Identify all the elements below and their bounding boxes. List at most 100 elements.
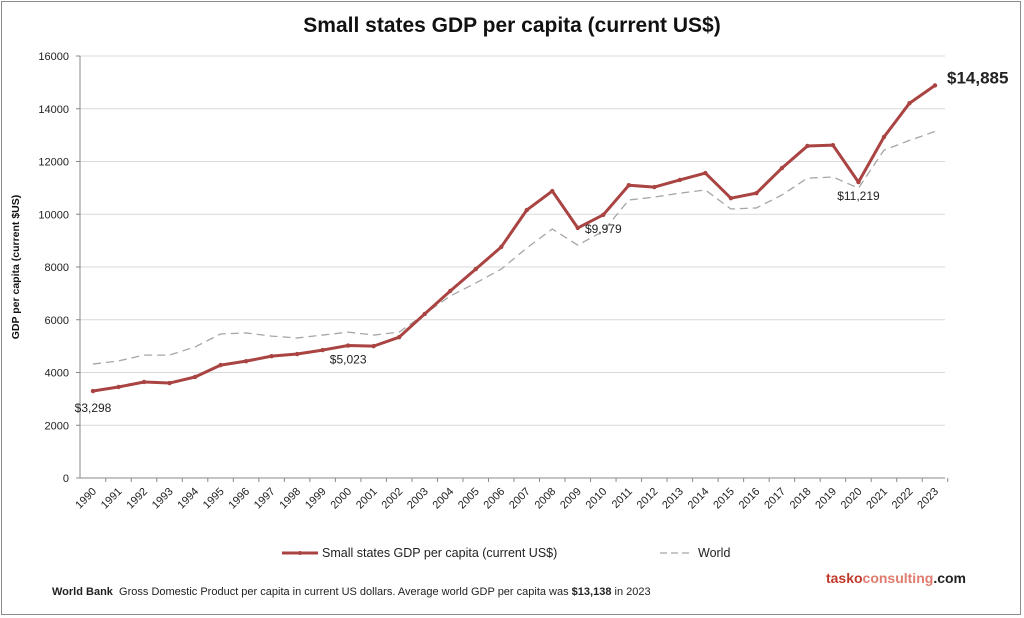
- series-line-world: [92, 130, 936, 365]
- y-tick-label: 6000: [45, 315, 69, 327]
- data-point-small-states: [396, 334, 402, 340]
- brand-part1: tasko: [825, 570, 863, 586]
- data-point-small-states: [499, 244, 504, 250]
- y-tick-label: 12000: [38, 157, 69, 169]
- x-tick-label: 1992: [124, 486, 150, 512]
- data-point-small-states: [218, 362, 223, 368]
- x-tick-label: 2019: [813, 486, 839, 512]
- x-tick-label: 2000: [328, 486, 354, 512]
- data-point-small-states: [575, 225, 580, 231]
- x-tick-label: 1991: [99, 486, 125, 512]
- x-tick-label: 2009: [558, 486, 584, 512]
- data-point-small-states: [345, 343, 351, 348]
- brand-part3: .com: [933, 570, 966, 586]
- data-point-small-states: [473, 266, 478, 272]
- footer-tail: in 2023: [611, 586, 651, 598]
- x-tick-label: 1999: [303, 486, 329, 512]
- y-tick-label: 16000: [38, 51, 69, 63]
- data-point-small-states: [907, 101, 912, 106]
- x-tick-label: 2007: [507, 486, 533, 512]
- y-tick-label: 2000: [45, 420, 69, 432]
- x-tick-label: 2006: [482, 486, 508, 512]
- data-point-small-states: [243, 358, 249, 364]
- series-line-small-states: [92, 84, 936, 393]
- data-point-small-states: [141, 379, 147, 385]
- x-tick-label: 2017: [762, 486, 788, 512]
- data-label: $14,885: [947, 68, 1008, 87]
- footer-note: World Bank Gross Domestic Product per ca…: [52, 586, 651, 598]
- data-label: $3,298: [75, 401, 112, 415]
- data-point-small-states: [856, 179, 861, 185]
- data-point-small-states: [932, 83, 938, 88]
- x-tick-label: 2005: [456, 486, 482, 512]
- x-tick-label: 2023: [915, 486, 941, 512]
- data-point-small-states: [167, 380, 172, 386]
- data-point-small-states: [779, 165, 785, 171]
- legend-swatch-small-states: [282, 551, 318, 555]
- x-tick-label: 2011: [610, 486, 635, 511]
- x-tick-label: 1990: [73, 486, 99, 512]
- data-point-small-states: [754, 190, 759, 196]
- x-tick-label: 1995: [201, 486, 227, 512]
- x-tick-label: 1997: [252, 486, 278, 512]
- x-tick-label: 2016: [737, 486, 763, 512]
- data-point-small-states: [294, 351, 300, 357]
- y-tick-label: 4000: [45, 368, 69, 380]
- y-axis-label: GDP per capita (current $US): [10, 195, 22, 340]
- x-tick-label: 2002: [380, 486, 406, 512]
- data-point-small-states: [703, 170, 708, 176]
- data-point-small-states: [652, 184, 657, 190]
- x-tick-label: 2018: [788, 486, 814, 512]
- y-tick-label: 14000: [38, 104, 69, 116]
- x-tick-label: 1993: [150, 486, 176, 512]
- legend-swatch-world: [660, 552, 692, 554]
- data-point-small-states: [371, 343, 376, 349]
- data-point-small-states: [805, 143, 810, 149]
- x-tick-label: 2020: [839, 486, 865, 512]
- x-tick-label: 1998: [277, 486, 303, 512]
- data-point-small-states: [550, 188, 555, 194]
- footer-text: Gross Domestic Product per capita in cur…: [119, 586, 572, 598]
- data-point-small-states: [881, 134, 887, 140]
- data-point-small-states: [601, 212, 606, 218]
- data-label: $9,979: [585, 222, 622, 236]
- data-point-small-states: [90, 388, 96, 394]
- x-tick-label: 2022: [890, 486, 916, 512]
- x-tick-label: 2003: [405, 486, 431, 512]
- brand-part2: consulting: [862, 570, 934, 586]
- data-point-small-states: [728, 195, 734, 201]
- legend-label-small-states: Small states GDP per capita (current US$…: [322, 546, 558, 560]
- footer-highlight: $13,138: [571, 586, 612, 598]
- x-tick-label: 2004: [431, 486, 457, 512]
- x-tick-label: 1996: [226, 486, 252, 512]
- x-tick-label: 2021: [864, 486, 890, 512]
- data-point-small-states: [524, 207, 529, 213]
- x-tick-label: 1994: [175, 486, 201, 512]
- chart-title: Small states GDP per capita (current US$…: [303, 14, 721, 37]
- x-tick-label: 2010: [584, 486, 610, 512]
- x-tick-label: 2012: [635, 486, 661, 512]
- brand-logo: taskoconsulting.com: [826, 570, 966, 586]
- data-point-small-states: [448, 288, 453, 294]
- data-point-small-states: [626, 183, 632, 188]
- x-tick-label: 2013: [660, 486, 686, 512]
- data-label: $11,219: [837, 189, 880, 203]
- data-point-small-states: [677, 177, 683, 183]
- data-point-small-states: [269, 353, 274, 359]
- x-tick-label: 2008: [533, 486, 559, 512]
- x-tick-label: 2015: [711, 486, 737, 512]
- legend-item-small-states: Small states GDP per capita (current US$…: [282, 546, 557, 560]
- x-tick-label: 2014: [686, 486, 712, 512]
- footer-source: World Bank: [52, 586, 113, 598]
- data-point-small-states: [422, 311, 427, 317]
- data-label: $5,023: [330, 353, 367, 367]
- y-tick-label: 0: [63, 473, 69, 485]
- data-point-small-states: [116, 384, 121, 390]
- data-point-small-states: [830, 142, 836, 148]
- data-point-small-states: [320, 347, 325, 353]
- legend-item-world: World: [658, 546, 730, 560]
- y-tick-label: 8000: [45, 262, 69, 274]
- y-tick-label: 10000: [38, 209, 69, 221]
